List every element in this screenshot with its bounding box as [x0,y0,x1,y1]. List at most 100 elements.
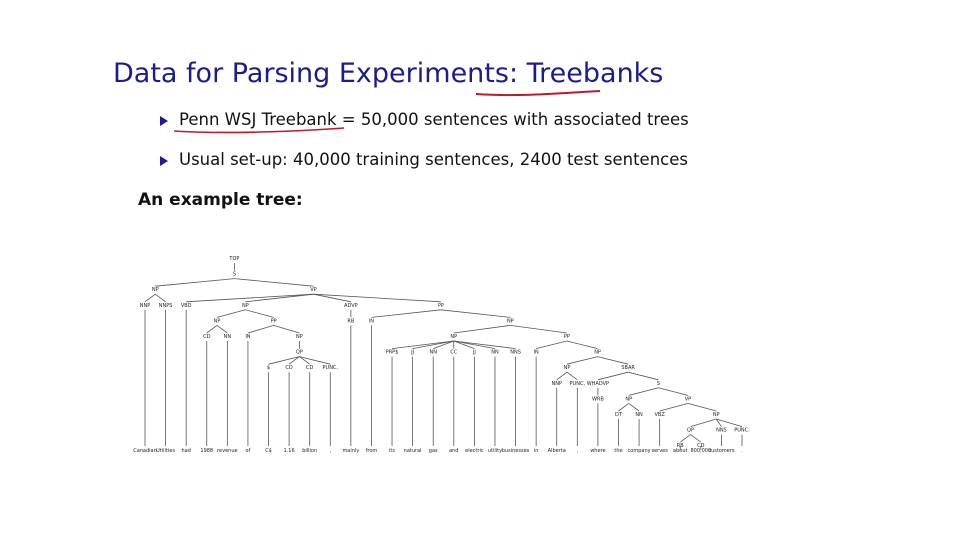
tree-node-label: NP [296,334,303,340]
tree-node-label: JJ [410,350,414,356]
tree-node-label: PUNC, [570,381,586,387]
tree-edge [597,371,629,381]
tree-leaf-word: mainly [342,448,359,454]
tree-edge [566,340,598,349]
tree-node-label: $ [267,365,270,371]
tree-node-label: PUNC. [734,428,750,434]
tree-edge [371,309,441,318]
tree-node-label: IN [534,350,539,356]
tree-node-label: RB [347,318,354,324]
tree-node-label: NP [152,287,159,293]
tree-node-label: NP [450,334,457,340]
tree-leaf-word: company [628,448,651,454]
tree-leaf-word: had [181,448,190,454]
tree-leaf-word: businesses [502,448,530,454]
tree-edge [510,325,567,334]
bullet-main: Usual set-up: 40,000 training sentences,… [179,150,688,169]
tree-leaf-word: revenue [217,448,237,454]
tree-edge [556,371,568,381]
tree-node-label: WHADVP [587,381,609,387]
tree-edge [628,387,659,396]
tree-edge [690,434,702,443]
tree-node-label: VP [310,287,316,293]
tree-edge [313,293,441,303]
bullet-text: Penn WSJ Treebank = 50,000 sentences wit… [179,110,689,129]
tree-edge [268,356,300,365]
tree-leaf-word: gas [429,448,438,454]
tree-node-label: IN [369,318,374,324]
tree-node-label: DT [615,412,623,418]
tree-edge [412,340,454,349]
tree-node-label: PRP$ [386,350,399,356]
tree-leaf-word: Canadian [133,448,157,454]
example-tree-heading: An example tree: [138,190,303,210]
tree-edge [690,418,717,427]
tree-edge [453,340,496,349]
tree-edge [299,356,310,365]
tree-edge [155,293,166,303]
bullet-underlined-term: Penn WSJ Treebank [179,110,337,129]
term-underline-stroke [173,127,345,134]
tree-node-label: S [657,381,660,387]
tree-leaf-word: its [389,448,395,454]
tree-node-label: VP [685,396,691,402]
tree-node-label: CD [306,365,313,371]
tree-leaf-word: serves [651,448,668,454]
tree-leaf-word: of [246,448,251,454]
tree-edge [453,340,516,349]
tree-leaf-word: 1988 [200,448,213,454]
tree-edge [687,403,717,412]
tree-leaf-word: C$ [265,448,272,454]
tree-edge [536,340,567,349]
tree-edge [313,293,351,303]
tree-node-label: NP [594,350,601,356]
tree-node-label: TOP [228,256,239,262]
tree-edge [216,309,246,318]
tree-leaf-word: Alberta [548,448,566,454]
tree-edge [234,278,314,287]
tree-node-label: VBZ [655,412,666,418]
tree-leaf-word: 1.16 [284,448,295,454]
tree-edge [273,325,300,334]
tree-node-label: PP [438,303,444,309]
tree-edge [453,325,511,334]
tree-edge [144,293,156,303]
tree-edge [618,403,630,412]
tree-leaf-word: from [366,448,378,454]
tree-edge [715,418,722,427]
tree-node-label: NP [713,412,720,418]
tree-node-label: PUNC, [323,365,339,371]
tree-node-label: CC [450,350,457,356]
tree-node-label: NNP [140,303,151,309]
tree-node-label: NP [242,303,249,309]
tree-node-label: SBAR [621,365,635,371]
tree-leaf-word: electric [465,448,484,454]
tree-edge [680,434,691,443]
bullet-triangle-icon [160,156,168,166]
tree-leaf-word: , [577,448,579,454]
tree-node-label: CD [285,365,292,371]
title-underline-stroke [475,90,601,97]
tree-node-label: JJ [472,350,476,356]
bullet-rest: = 50,000 sentences with associated trees [336,110,689,129]
tree-edge [245,309,274,318]
tree-node-label: CD [203,334,210,340]
tree-node-label: NN [635,412,643,418]
tree-leaf-word: 800,000 [690,448,711,454]
tree-node-label: PP [564,334,570,340]
tree-edge [245,293,314,303]
tree-edge [216,325,228,334]
tree-edge [566,371,578,381]
tree-node-label: NP [214,318,221,324]
tree-node-label: WRB [592,396,604,402]
title-highlight: Treebanks [526,58,664,89]
tree-leaf-word: billion [302,448,317,454]
tree-node-label: S [233,272,236,278]
tree-node-label: PP [271,318,277,324]
tree-node-label: NN [429,350,437,356]
tree-edge [247,325,274,334]
tree-leaf-word: Utilities [156,448,175,454]
tree-node-label: NNPS [159,303,173,309]
tree-edge [440,309,511,318]
